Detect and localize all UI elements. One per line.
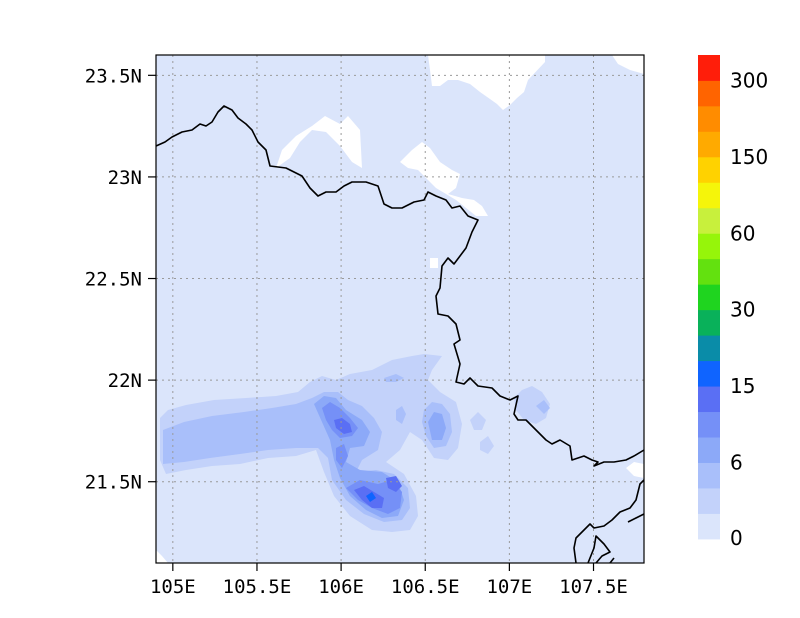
y-tick-label-2: 22.5N: [85, 269, 142, 291]
colorbar-label-5: 6: [730, 451, 743, 475]
precip-contour-level2-tiny: [396, 406, 406, 424]
y-tick-label-1: 23N: [108, 167, 142, 189]
colorbar-swatch-1: [698, 488, 720, 514]
y-tick-label-3: 22N: [108, 370, 142, 392]
precip-contour-level1-east-b: [470, 412, 486, 430]
colorbar-label-0: 300: [730, 68, 768, 92]
country-border: [156, 105, 644, 467]
coastline-east: [627, 513, 644, 523]
precip-contour-level5: [334, 418, 352, 434]
colorbar-swatch-12: [698, 207, 720, 234]
precip-contour-level1-east-a: [514, 386, 550, 424]
colorbar-swatch-5: [698, 386, 720, 413]
colorbar-label-3: 30: [730, 298, 755, 322]
missing-patch-southeast: [626, 462, 644, 478]
colorbar-swatch-14: [698, 156, 720, 183]
x-tick-label-3: 106.5E: [391, 576, 460, 598]
precip-contour-level5-southeast: [386, 476, 402, 492]
colorbar-swatch-6: [698, 360, 720, 387]
precip-contour-level2-strip: [384, 374, 404, 382]
colorbar-swatch-7: [698, 335, 720, 362]
x-tick-label-4: 107E: [486, 576, 532, 598]
missing-patch-upper-left: [276, 116, 362, 168]
precipitation-contours: [160, 354, 550, 532]
colorbar-swatch-0: [698, 513, 720, 540]
missing-data-patches: [156, 55, 644, 563]
colorbar-swatch-16: [698, 105, 720, 132]
y-tick-label-4: 21.5N: [85, 472, 142, 494]
colorbar-swatch-8: [698, 309, 720, 336]
colorbar-swatch-17: [698, 80, 720, 107]
y-tick-label-0: 23.5N: [85, 65, 142, 87]
precip-contour-level6-peak: [366, 492, 376, 502]
colorbar-swatch-2: [698, 462, 720, 489]
colorbar-swatch-9: [698, 284, 720, 311]
missing-patch-northeast-corner: [612, 55, 644, 74]
precip-contour-level1-east-c: [480, 436, 494, 454]
colorbar-label-4: 15: [730, 374, 755, 398]
colorbar-label-1: 150: [730, 145, 768, 169]
x-tick-label-5: 107.5E: [559, 576, 628, 598]
precip-contour-level3-east: [428, 412, 446, 440]
missing-patch-small: [430, 258, 438, 268]
x-tick-label-0: 105E: [150, 576, 196, 598]
colorbar-label-2: 60: [730, 221, 755, 245]
missing-patch-central: [400, 142, 488, 216]
colorbar-swatch-11: [698, 233, 720, 260]
coastline-southeast: [573, 479, 644, 563]
precip-contour-level4-middle: [336, 444, 348, 468]
plot-frame: [155, 54, 645, 564]
precip-contour-level2-small: [536, 400, 550, 414]
colorbar-swatch-18: [698, 55, 720, 81]
colorbar-swatch-15: [698, 131, 720, 158]
coastline-island: [587, 535, 611, 563]
colorbar-label-6: 0: [730, 526, 743, 550]
x-tick-label-1: 105.5E: [223, 576, 292, 598]
colorbar-swatch-4: [698, 411, 720, 438]
coastline-islet: [609, 557, 615, 563]
colorbar-swatch-3: [698, 437, 720, 463]
x-tick-label-2: 106E: [318, 576, 364, 598]
colorbar-swatch-10: [698, 258, 720, 285]
colorbar-swatch-13: [698, 182, 720, 209]
axis-ticks: 105E 105.5E 106E 106.5E 107E 107.5E 23.5N 23N 22…: [85, 65, 628, 598]
border-lines: [156, 105, 644, 563]
missing-patch-southwest: [156, 550, 168, 563]
missing-patch-north: [428, 55, 545, 110]
map-plot-area: [156, 55, 644, 563]
